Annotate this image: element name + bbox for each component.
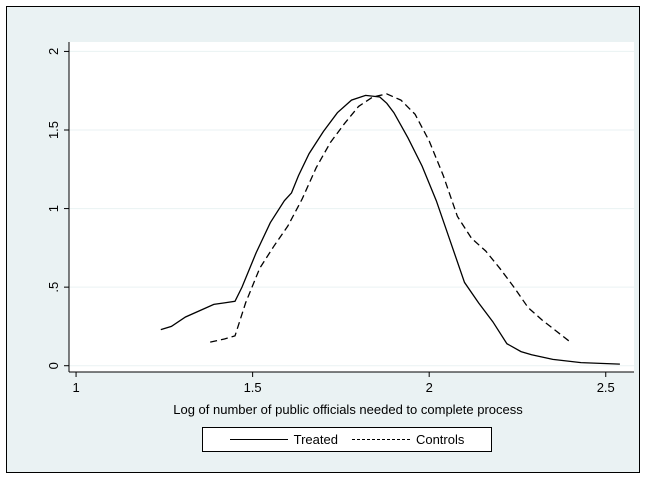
gridlines (69, 50, 634, 367)
legend-entry-controls: Controls (351, 432, 465, 447)
x-tick-label: 2.5 (597, 380, 615, 395)
series-line-treated (160, 94, 620, 365)
y-tick-label: 2 (46, 48, 61, 55)
y-tick-label: 0 (46, 362, 61, 369)
x-tick-label: 1 (72, 380, 79, 395)
x-axis-title: Log of number of public officials needed… (173, 402, 523, 417)
density-plot: 0 .5 1 1.5 2 1 1.5 2 2.5 Log of number of publi… (46, 42, 634, 417)
legend-label-treated: Treated (293, 432, 338, 447)
legend-entry-treated: Treated (229, 432, 338, 447)
legend-label-controls: Controls (415, 432, 465, 447)
y-axis-ticks: 0 .5 1 1.5 2 (46, 48, 69, 369)
series-line-controls (210, 93, 571, 343)
x-axis-ticks: 1 1.5 2 2.5 (72, 372, 615, 395)
plot-area (69, 42, 634, 372)
series-layer (160, 93, 620, 365)
y-tick-label: 1.5 (46, 121, 61, 139)
legend-line-solid (229, 439, 288, 440)
x-tick-label: 1.5 (244, 380, 262, 395)
legend: Treated Controls (202, 427, 492, 452)
chart-frame: 0 .5 1 1.5 2 1 1.5 2 2.5 Log of number of publi… (6, 6, 640, 473)
legend-line-dashed (351, 439, 410, 440)
y-tick-label: .5 (46, 282, 61, 293)
x-tick-label: 2 (426, 380, 433, 395)
y-tick-label: 1 (46, 205, 61, 212)
